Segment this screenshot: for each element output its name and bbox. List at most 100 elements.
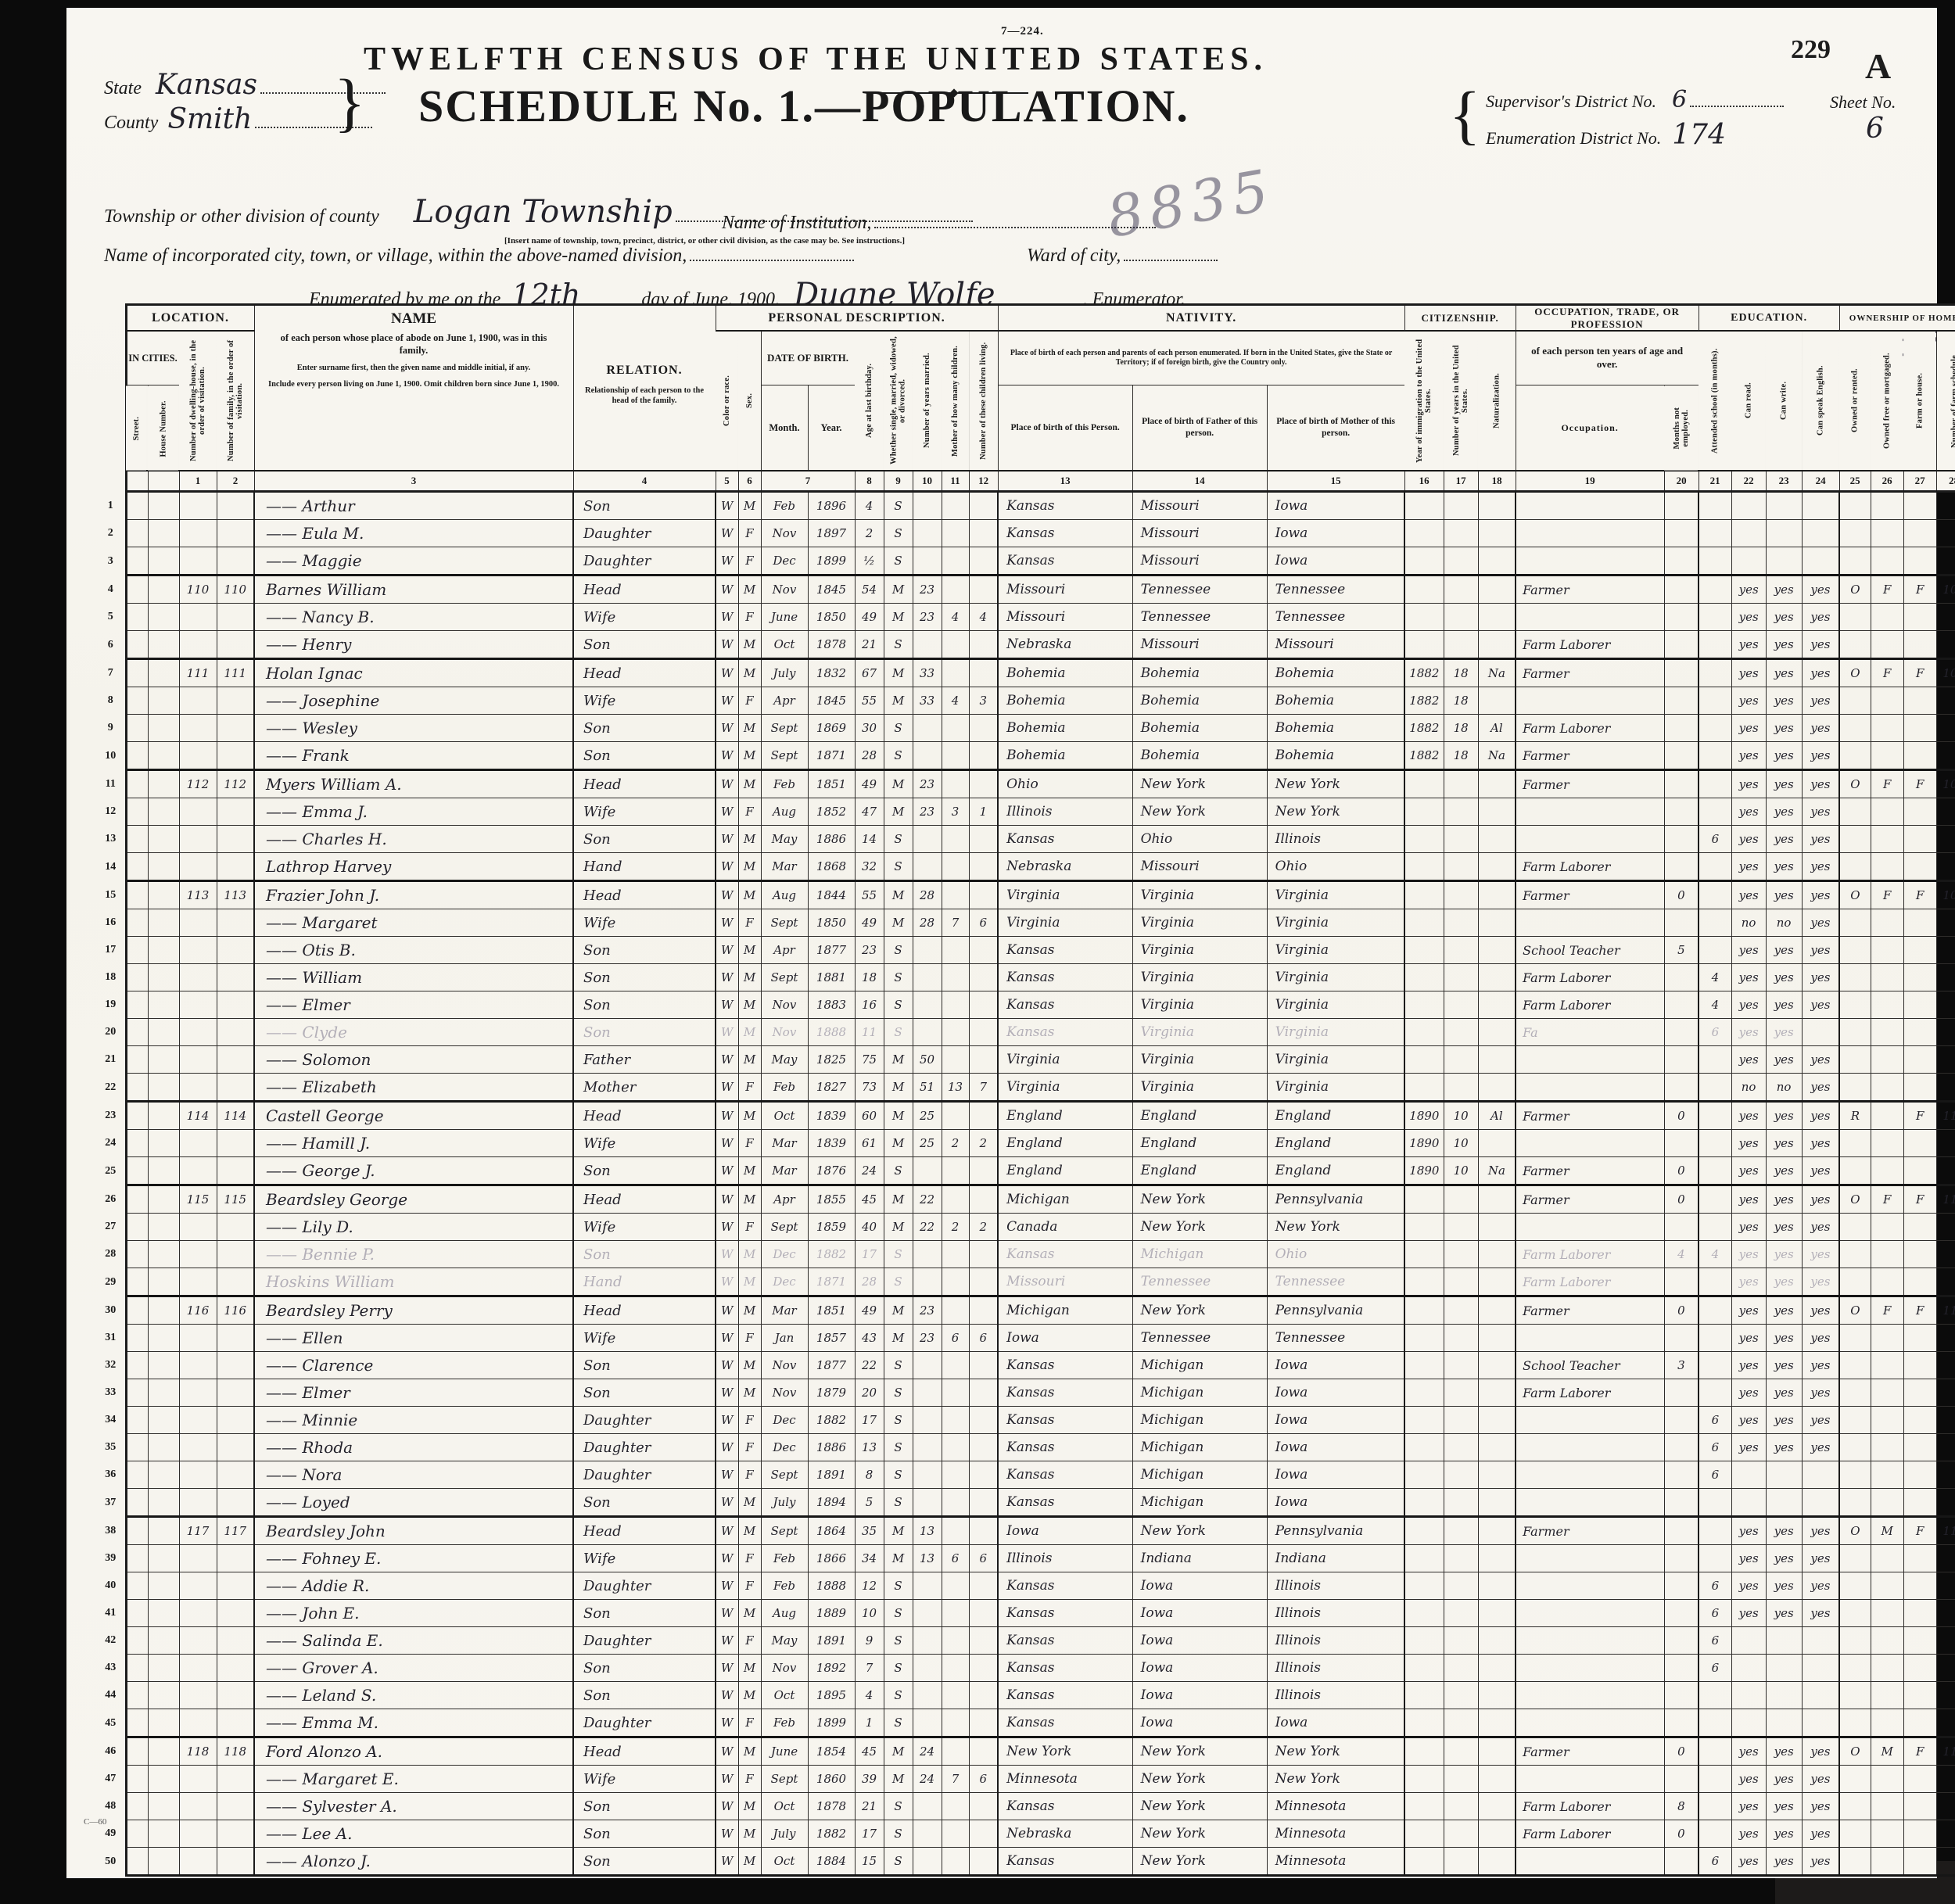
cell-can_read: yes (1731, 1544, 1767, 1573)
handwritten-value: 28 (861, 748, 877, 763)
cell-sex: F (737, 1461, 762, 1490)
handwritten-value: Lathrop Harvey (266, 857, 392, 877)
cell-mother_of_children (941, 1268, 970, 1298)
handwritten-value: M (891, 1052, 905, 1067)
cell-father_birthplace: Indiana (1132, 1544, 1268, 1573)
cell-owned_or_rented (1838, 1379, 1871, 1407)
handwritten-value: W (721, 1136, 734, 1151)
cell-years_married (912, 1654, 942, 1683)
cell-relation: Son (572, 936, 716, 965)
cell-house_number (147, 1544, 180, 1573)
cell-family_number (216, 714, 255, 743)
cell-farm_or_house (1903, 741, 1937, 772)
cell-farm_or_house (1903, 1461, 1937, 1490)
cell-mother_birthplace: Bohemia (1266, 658, 1405, 688)
cell-attended_school (1698, 491, 1732, 521)
institution-field: Name of Institution, (722, 213, 1157, 234)
handwritten-value: Son (583, 1659, 611, 1676)
cell-owned_or_rented (1838, 963, 1871, 992)
handwritten-value: Head (583, 1522, 622, 1540)
row-number: 32 (96, 1351, 127, 1379)
cell-street (125, 936, 149, 965)
handwritten-value: yes (1738, 748, 1759, 763)
cell-farm_or_house (1903, 1572, 1937, 1601)
cell-family_number (216, 1351, 255, 1380)
cell-mother_of_children (941, 1572, 970, 1601)
handwritten-value: 1827 (816, 1080, 847, 1095)
handwritten-value: Iowa (1140, 1633, 1174, 1649)
handwritten-value: 7 (951, 1772, 960, 1787)
handwritten-value: M (743, 499, 756, 514)
handwritten-value: 2 (979, 1220, 988, 1235)
cell-birth_month: Sept (760, 1213, 809, 1242)
handwritten-value: yes (1738, 998, 1759, 1013)
col-street: Street. (126, 385, 148, 472)
cell-relation: Wife (572, 909, 716, 938)
cell-can_read: yes (1731, 603, 1767, 632)
cell-naturalization (1477, 1433, 1516, 1462)
cell-occupation (1515, 1406, 1665, 1435)
cell-birth_year: 1855 (807, 1185, 856, 1214)
handwritten-value: O (1850, 777, 1860, 792)
cell-naturalization (1477, 1488, 1516, 1519)
handwritten-value: Iowa (1275, 525, 1308, 542)
table-row: 13 —— Charles H. Son W M May 1886 14 S Kansas Ohio… (96, 825, 1955, 854)
handwritten-value: yes (1738, 970, 1759, 985)
cell-mother_birthplace: New York (1266, 1213, 1405, 1242)
cell-mother_birthplace: Minnesota (1266, 1792, 1405, 1821)
cell-attended_school (1698, 1709, 1732, 1739)
cell-naturalization (1477, 825, 1516, 854)
cell-relation: Son (572, 714, 716, 743)
cell-birth_year: 1899 (807, 1709, 856, 1739)
cell-immigration_year (1404, 880, 1444, 910)
cell-house_number (147, 1185, 180, 1214)
cell-birthplace: Virginia (997, 1073, 1133, 1103)
handwritten-value: Nebraska (1006, 859, 1072, 875)
cell-relation: Wife (572, 1129, 716, 1158)
supervisor-value: 6 (1672, 86, 1688, 113)
cell-name: Lathrop Harvey (253, 852, 574, 883)
handwritten-value: England (1006, 1108, 1063, 1124)
cell-relation: Head (572, 1737, 716, 1766)
group-nativity: NATIVITY. (997, 303, 1405, 332)
handwritten-value: M (891, 1744, 905, 1759)
handwritten-value: Michigan (1140, 1357, 1204, 1374)
cell-birthplace: Kansas (997, 1626, 1133, 1655)
cell-mother_of_children (941, 852, 970, 883)
cell-owned_free_or_mortgaged (1870, 603, 1904, 632)
handwritten-value: F (745, 916, 754, 930)
handwritten-value: Barnes William (266, 580, 387, 600)
table-row: 28 —— Bennie P. Son W M Dec 1882 17 S Kansas Michi… (96, 1240, 1955, 1269)
cell-house_number (147, 1709, 180, 1739)
handwritten-value: —— Maggie (266, 551, 362, 571)
handwritten-value: M (743, 1688, 756, 1703)
cell-can_read: yes (1731, 1129, 1767, 1158)
handwritten-value: 4 (1711, 998, 1720, 1013)
cell-age: 61 (854, 1129, 884, 1158)
cell-farm_or_house (1903, 1018, 1937, 1047)
handwritten-value: Feb (773, 1080, 796, 1095)
cell-birth_month: Nov (760, 575, 809, 604)
handwritten-value: 43 (861, 1331, 877, 1346)
cell-can_write: yes (1765, 852, 1803, 883)
handwritten-value: yes (1738, 888, 1759, 903)
cell-name: —— Wesley (253, 714, 574, 743)
cell-birth_year: 1886 (807, 825, 856, 854)
cell-occupation (1515, 519, 1665, 548)
cell-immigration_year (1404, 769, 1444, 799)
cell-farm_or_house (1903, 1709, 1937, 1739)
cell-house_number (147, 1213, 180, 1242)
cell-naturalization (1477, 1820, 1516, 1848)
row-number: 44 (96, 1681, 127, 1709)
handwritten-value: Farm Laborer (1523, 1246, 1611, 1262)
cell-relation: Son (572, 1681, 716, 1710)
cell-can_write: yes (1765, 991, 1803, 1020)
handwritten-value: Farmer (1523, 1744, 1569, 1759)
cell-father_birthplace: Bohemia (1132, 658, 1268, 688)
cell-months_not_employed: 3 (1663, 1351, 1699, 1380)
handwritten-value: S (894, 1247, 902, 1262)
cell-years_in_us (1443, 798, 1479, 827)
table-row: 12 —— Emma J. Wife W F Aug 1852 47 M 23 3 1 Illinois… (96, 798, 1955, 827)
cell-can_read: yes (1731, 1433, 1767, 1462)
cell-immigration_year (1404, 909, 1444, 938)
